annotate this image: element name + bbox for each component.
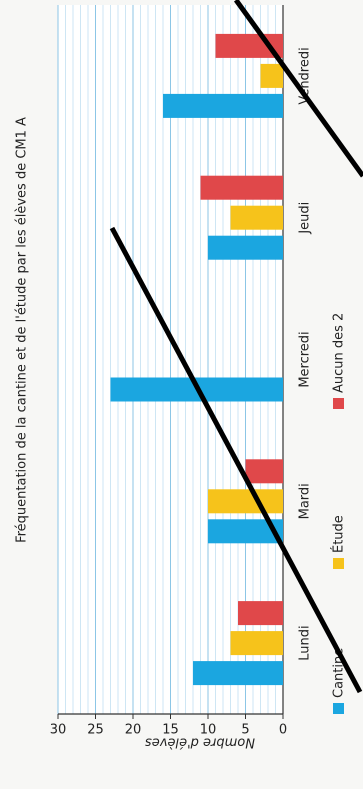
bar bbox=[208, 235, 283, 260]
x-tick-label: Mardi bbox=[298, 483, 313, 519]
bar bbox=[245, 459, 283, 484]
pen-stroke bbox=[233, 0, 363, 178]
y-tick-label: 30 bbox=[50, 723, 67, 738]
bar bbox=[193, 661, 283, 686]
chart-title: Fréquentation de la cantine et de l'étud… bbox=[15, 117, 30, 543]
legend-swatch bbox=[333, 558, 344, 569]
x-tick-label: Mercredi bbox=[298, 331, 313, 387]
bar bbox=[260, 63, 283, 88]
bar bbox=[208, 489, 283, 514]
legend-swatch bbox=[333, 398, 344, 409]
y-tick-label: 0 bbox=[279, 723, 287, 738]
bar bbox=[230, 205, 283, 230]
y-tick-label: 25 bbox=[87, 723, 104, 738]
legend-label: Étude bbox=[331, 515, 347, 553]
y-tick-label: 20 bbox=[125, 723, 142, 738]
bar bbox=[230, 631, 283, 656]
bar bbox=[200, 175, 283, 200]
bar bbox=[238, 601, 283, 626]
bar bbox=[208, 519, 283, 544]
pen-stroke bbox=[109, 226, 363, 694]
legend-swatch bbox=[333, 703, 344, 714]
y-tick-label: 10 bbox=[200, 723, 217, 738]
y-tick-label: 15 bbox=[162, 723, 179, 738]
legend-label: Aucun des 2 bbox=[332, 313, 347, 393]
rotated-chart: Fréquentation de la cantine et de l'étud… bbox=[15, 5, 347, 750]
y-axis-label: Nombre d'élèves bbox=[145, 735, 255, 750]
x-tick-label: Jeudi bbox=[298, 202, 313, 235]
bar bbox=[163, 93, 283, 118]
x-tick-label: Lundi bbox=[298, 625, 313, 660]
y-tick-label: 5 bbox=[241, 723, 249, 738]
